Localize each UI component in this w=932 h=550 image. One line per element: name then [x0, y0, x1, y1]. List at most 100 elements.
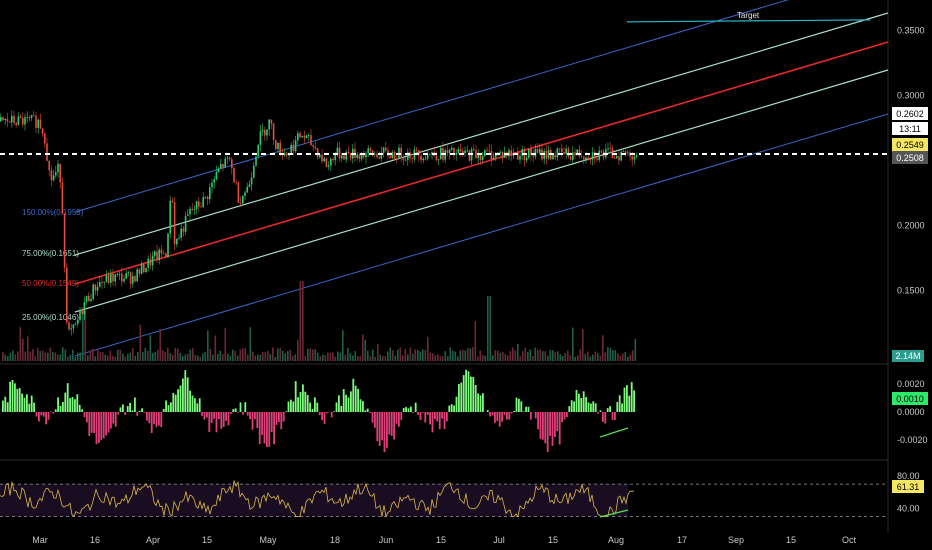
volume-bar	[404, 349, 407, 361]
macd-histogram	[2, 369, 635, 453]
candle-body	[270, 119, 273, 124]
volume-bar	[57, 354, 59, 361]
volume-bar	[432, 353, 434, 361]
candle-body	[503, 152, 506, 158]
volume-bar	[302, 281, 304, 361]
macd-bar	[330, 412, 333, 418]
candle-body	[558, 148, 561, 150]
volume-bar	[592, 354, 594, 361]
volume-bar	[512, 347, 514, 361]
candle-body	[499, 151, 501, 153]
candle-body	[156, 251, 158, 261]
candle-body	[424, 158, 427, 160]
volume-bar	[584, 353, 587, 361]
volume-bar	[314, 349, 317, 361]
macd-bar	[107, 412, 110, 433]
macd-bar	[628, 395, 631, 412]
volume-bar	[207, 330, 209, 361]
candle-body	[616, 156, 618, 159]
candle-body	[308, 135, 310, 137]
volume-bar	[74, 356, 77, 361]
volume-bar	[37, 348, 39, 361]
candle-body	[365, 153, 367, 158]
macd-bar	[371, 412, 374, 423]
macd-bar	[539, 412, 542, 439]
macd-bar	[568, 406, 571, 412]
candle-body	[448, 149, 451, 154]
macd-bar	[522, 411, 525, 412]
candle-body	[451, 147, 453, 150]
candle-body	[202, 197, 204, 208]
volume-bar	[97, 348, 99, 361]
volume-bar	[599, 355, 602, 361]
volume-bar	[517, 343, 519, 361]
volume-bar	[534, 347, 537, 361]
candle-body	[312, 145, 314, 147]
candle-body	[338, 147, 341, 159]
volume-bar	[277, 348, 279, 361]
candle-body	[255, 156, 257, 166]
macd-bar	[446, 412, 448, 422]
macd-bar	[230, 412, 232, 414]
macd-bar	[479, 395, 482, 412]
volume-bar	[257, 354, 259, 361]
volume-bar	[2, 352, 4, 361]
macd-bar	[184, 370, 187, 412]
macd-bar	[326, 412, 328, 414]
candle-body	[266, 129, 268, 136]
volume-bar	[487, 296, 489, 361]
volume-bar	[194, 354, 197, 361]
candle-body	[536, 149, 539, 153]
rsi-axis-tick: 40.00	[897, 504, 920, 514]
macd-bar	[398, 412, 400, 427]
candle-body	[198, 201, 200, 207]
volume-bar	[372, 349, 374, 361]
macd-bar	[134, 397, 136, 412]
date-axis-tick: Aug	[608, 535, 624, 545]
candle-body	[145, 267, 147, 272]
macd-bar	[90, 412, 93, 433]
macd-bar	[448, 405, 451, 412]
volume-bar	[559, 354, 562, 361]
volume-bar	[284, 353, 287, 361]
volume-bar	[562, 356, 564, 361]
target-line	[626, 19, 871, 23]
macd-axis-tick: 0.0000	[897, 407, 925, 417]
macd-bar	[369, 412, 371, 413]
macd-bar	[220, 412, 223, 429]
volume-bar	[142, 352, 144, 361]
rsi-value-label: 61.31	[897, 482, 920, 492]
candle-body	[479, 154, 482, 160]
macd-bar	[537, 412, 539, 430]
volume-bar	[634, 338, 637, 361]
macd-bar	[270, 412, 273, 432]
volume-bar	[64, 349, 67, 361]
volume-bar	[59, 354, 62, 361]
volume-bar	[469, 348, 472, 361]
volume-bar	[417, 349, 419, 361]
macd-value-badge	[892, 392, 928, 405]
macd-bar	[126, 406, 129, 412]
candle-body	[158, 249, 160, 261]
volume-bar	[394, 355, 397, 361]
volume-bar	[519, 356, 522, 361]
volume-bar	[439, 355, 442, 361]
candle-body	[387, 150, 389, 156]
volume-bar	[447, 356, 449, 361]
macd-bar	[6, 402, 9, 412]
candle-body	[418, 150, 420, 156]
macd-bar	[232, 409, 235, 412]
volume-bar	[292, 355, 294, 361]
volume-bar	[317, 352, 319, 361]
candle-body	[15, 122, 17, 125]
volume-bar	[352, 355, 354, 361]
volume-bar	[29, 351, 32, 361]
candle-body	[525, 157, 528, 161]
macd-bar	[122, 404, 124, 412]
volume-bar	[209, 348, 212, 361]
candle-body	[165, 253, 167, 258]
macd-bar	[345, 394, 347, 412]
macd-bar	[606, 408, 609, 412]
macd-bar	[580, 398, 583, 412]
